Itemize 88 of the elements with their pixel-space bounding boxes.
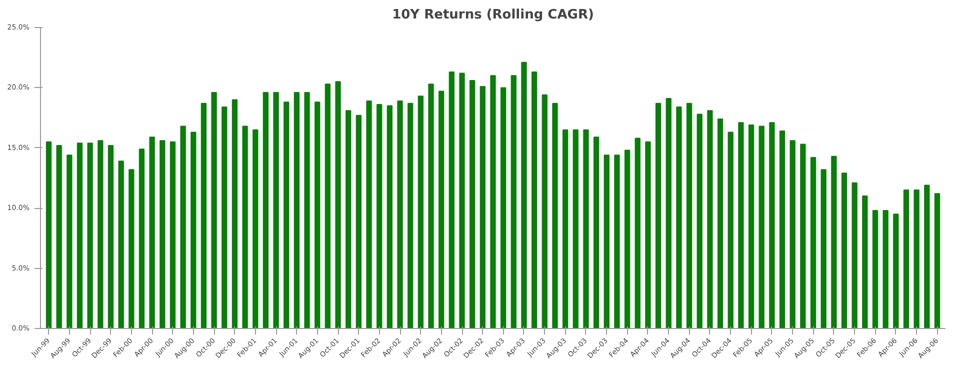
bar [810,157,816,328]
bar [852,182,858,328]
bar [758,126,764,328]
bar [118,160,124,328]
bar [604,154,610,328]
bar [903,190,910,328]
bar [686,102,692,328]
bar [428,84,434,328]
bar [572,129,578,328]
bar [252,129,258,328]
bar [314,102,320,328]
bar [914,190,920,328]
bar [128,169,134,328]
bar [738,122,744,328]
bar [562,129,568,328]
bar [480,86,486,328]
bar [934,193,940,328]
bar [284,102,290,328]
bar [707,110,713,328]
bar [408,102,414,328]
bar [232,99,238,328]
bar [862,196,868,328]
bar [356,114,362,328]
bar [376,104,382,328]
bar [666,98,672,328]
bar [769,122,775,328]
bar [46,141,52,328]
bar [190,132,196,328]
bar [304,92,310,328]
bar [717,118,724,328]
bar [779,130,786,328]
bar [893,214,899,328]
bar [211,92,217,328]
bar [634,138,640,328]
bar [841,172,848,328]
bar [624,150,630,328]
bar [418,96,424,328]
bar [655,102,662,328]
bar [459,72,465,328]
bar [160,140,166,328]
bar [583,129,589,328]
bar [542,94,548,328]
bar [490,75,496,328]
bar [872,210,878,328]
bar [552,102,558,328]
bar [170,141,176,328]
bar [728,132,734,328]
bar [532,72,538,328]
bar [98,140,104,328]
bar [108,144,114,328]
bar [386,105,393,328]
bar [521,62,527,328]
bar [924,184,930,328]
bar [56,144,62,328]
bar [346,110,352,328]
bar [335,81,341,328]
bar [748,124,754,328]
bar [448,72,454,328]
bar [800,144,806,328]
bar [222,106,228,328]
bar [66,154,72,328]
bar [294,92,300,328]
bar [614,154,620,328]
bar [820,169,826,328]
bar [138,148,145,328]
chart-title: 10Y Returns (Rolling CAGR) [392,8,594,22]
bar [273,92,279,328]
bar [76,142,83,328]
bar [397,100,403,328]
bar [149,136,155,328]
bar [242,126,248,328]
bar [790,140,796,328]
bar [696,114,702,328]
bar [676,106,682,328]
bar [324,84,331,328]
bar [87,142,93,328]
bar [510,75,516,328]
bar [200,102,207,328]
bar [470,80,476,328]
bar [500,87,506,328]
bar [366,100,372,328]
bar [262,92,269,328]
bar [438,90,444,328]
bar [180,126,186,328]
bar [831,156,837,328]
bar [645,141,651,328]
bar [882,210,888,328]
bar [593,136,600,328]
